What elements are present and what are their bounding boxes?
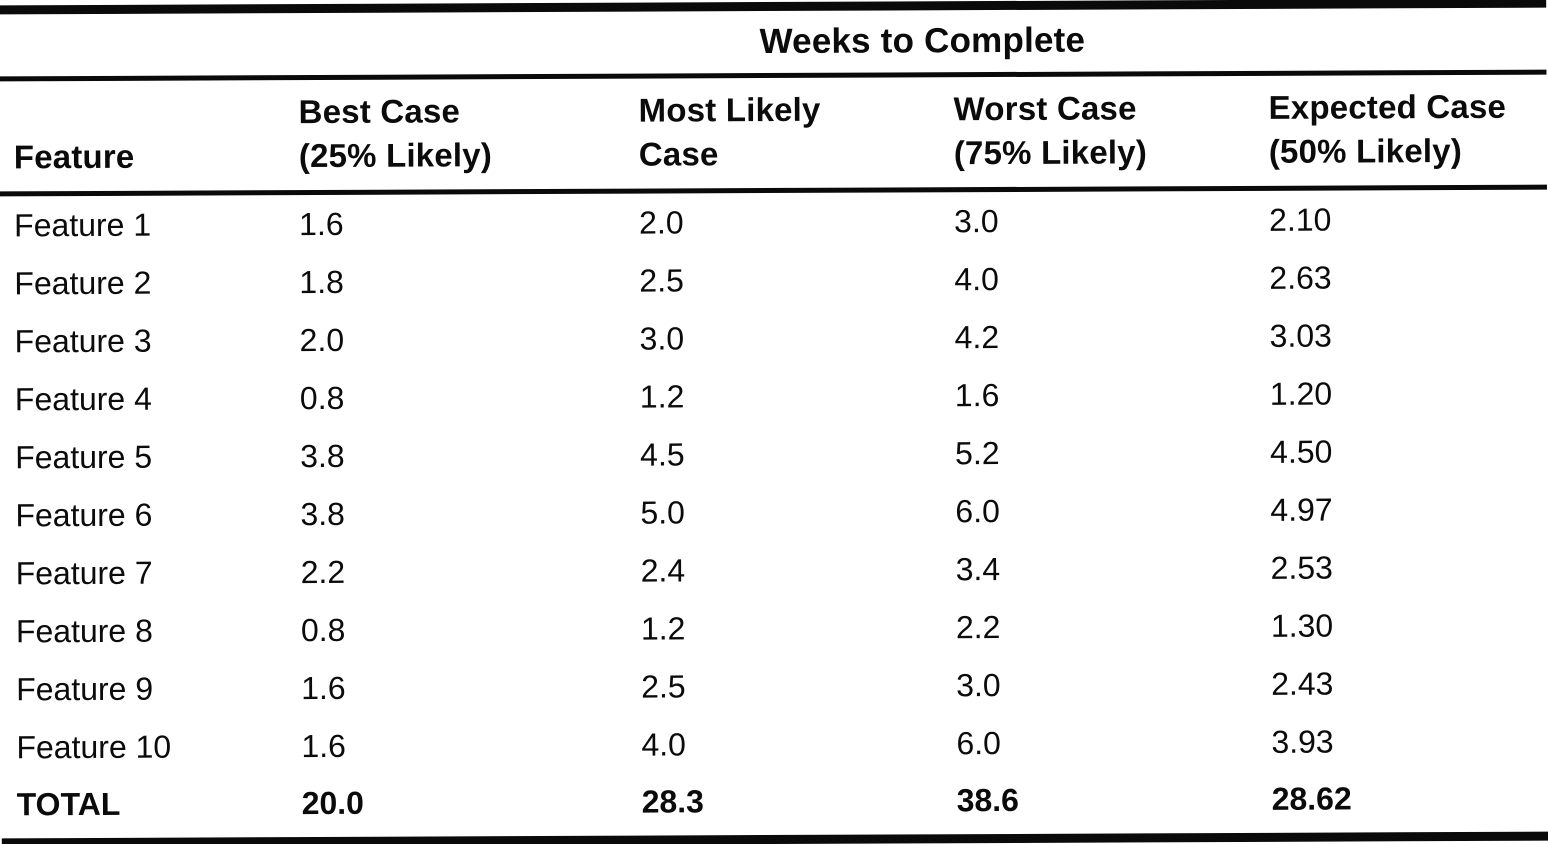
value-cell: 0.8 (299, 379, 345, 417)
value-cell: 3.0 (639, 320, 685, 357)
value-cell: 4.0 (954, 261, 999, 298)
value-cell: 3.4 (955, 551, 1001, 588)
value-cell: 4.50 (1270, 433, 1333, 470)
value-cell: 20.0 (301, 784, 365, 822)
value-cell: 2.2 (955, 609, 1001, 646)
value-cell: 3.0 (956, 667, 1001, 704)
feature-label: Feature 8 (15, 612, 153, 650)
value-cell: 1.6 (301, 727, 346, 765)
value-cell: 1.6 (954, 377, 1000, 414)
table-row: Feature 3 2.0 3.0 4.2 3.03 (0, 306, 1548, 371)
value-cell: 2.43 (1271, 665, 1334, 702)
table-row: Feature 5 3.8 4.5 5.2 4.50 (0, 422, 1548, 487)
value-cell: 6.0 (955, 493, 1000, 530)
value-cell: 3.93 (1271, 723, 1334, 760)
column-header-expected-case: Expected Case (50% Likely) (1268, 87, 1507, 170)
value-cell: 2.0 (639, 204, 684, 241)
value-cell: 1.8 (299, 263, 344, 301)
value-cell: 2.63 (1269, 259, 1332, 296)
value-cell: 5.0 (640, 494, 685, 531)
value-cell: 2.5 (641, 668, 686, 705)
table-row: Feature 6 3.8 5.0 6.0 4.97 (0, 480, 1548, 545)
feature-label: Feature 9 (16, 670, 154, 708)
column-header-worst-case: Worst Case (75% Likely) (953, 89, 1148, 172)
feature-label: Feature 4 (14, 380, 152, 418)
value-cell: 1.2 (640, 610, 686, 647)
feature-label: Feature 7 (15, 554, 153, 592)
value-cell: 4.2 (954, 319, 1000, 356)
value-cell: 2.4 (640, 552, 686, 589)
value-cell: 38.6 (956, 781, 1020, 819)
feature-label: Feature 1 (14, 206, 152, 244)
table-row: Feature 8 0.8 1.2 2.2 1.30 (1, 596, 1548, 661)
value-cell: 6.0 (956, 725, 1001, 762)
value-cell: 5.2 (955, 435, 1000, 472)
feature-label: Feature 3 (14, 322, 152, 360)
table-body: Feature 1 1.6 2.0 3.0 2.10 Feature 2 1.8 2.5 4.0… (0, 190, 1548, 839)
value-cell: 2.53 (1270, 549, 1333, 586)
feature-label: Feature 6 (15, 496, 153, 534)
feature-label: Feature 10 (16, 728, 172, 766)
value-cell: 4.0 (641, 726, 686, 763)
value-cell: 1.20 (1269, 375, 1333, 412)
value-cell: 4.97 (1270, 491, 1333, 528)
value-cell: 28.3 (641, 783, 705, 820)
value-cell: 4.5 (640, 436, 685, 473)
spanner-header-row: Weeks to Complete (0, 8, 1546, 77)
value-cell: 2.5 (639, 262, 684, 299)
column-header-feature: Feature (13, 137, 135, 176)
value-cell: 0.8 (300, 611, 346, 649)
value-cell: 28.62 (1271, 780, 1352, 817)
value-cell: 3.8 (300, 437, 345, 475)
value-cell: 1.2 (639, 378, 685, 415)
value-cell: 2.0 (299, 321, 345, 359)
table-row: Feature 10 1.6 4.0 6.0 3.93 (1, 712, 1548, 777)
column-header-row: Feature Best Case (25% Likely) Most Likely C… (0, 75, 1547, 192)
feature-label: Feature 2 (14, 264, 152, 302)
value-cell: 3.8 (300, 495, 345, 533)
table-row: Feature 9 1.6 2.5 3.0 2.43 (1, 654, 1548, 719)
feature-label: TOTAL (16, 785, 121, 823)
value-cell: 3.0 (954, 203, 999, 240)
value-cell: 2.10 (1269, 201, 1332, 238)
table-row: Feature 1 1.6 2.0 3.0 2.10 (0, 190, 1547, 255)
column-header-most-likely: Most Likely Case (638, 90, 821, 173)
value-cell: 3.03 (1269, 317, 1332, 354)
table-row: Feature 2 1.8 2.5 4.0 2.63 (0, 248, 1547, 313)
table-row: Feature 7 2.2 2.4 3.4 2.53 (1, 538, 1548, 603)
value-cell: 1.6 (299, 205, 344, 243)
table-row: Feature 4 0.8 1.2 1.6 1.20 (0, 364, 1548, 429)
value-cell: 1.6 (301, 669, 346, 707)
table-title: Weeks to Complete (759, 20, 1086, 62)
total-row: TOTAL 20.0 28.3 38.6 28.62 (2, 770, 1548, 839)
feature-label: Feature 5 (15, 438, 153, 476)
value-cell: 1.30 (1270, 607, 1334, 644)
value-cell: 2.2 (300, 553, 346, 591)
column-header-best-case: Best Case (25% Likely) (298, 92, 493, 175)
